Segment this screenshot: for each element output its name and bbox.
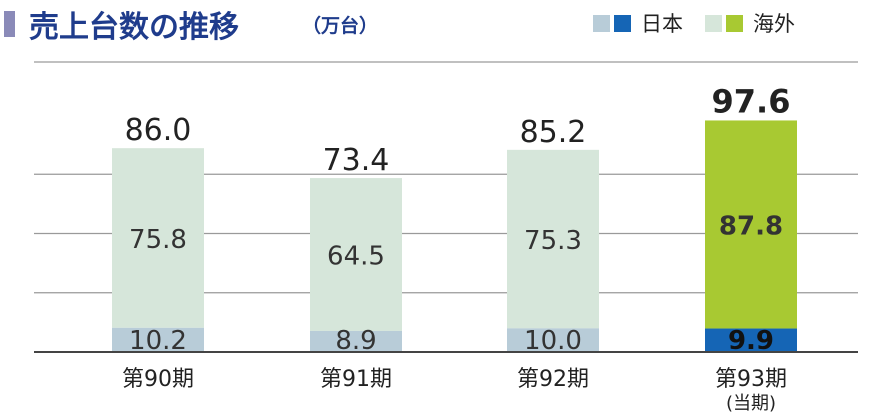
bar-japan [705, 328, 797, 352]
legend-swatch-overseas-current [726, 14, 743, 32]
category-label: 第90期 [122, 367, 194, 392]
title-marker [4, 11, 15, 37]
bar-overseas [705, 120, 797, 329]
legend: 日本 海外 [593, 8, 795, 38]
category-sublabel: (当期) [726, 393, 776, 414]
category-label: 第92期 [517, 367, 589, 392]
category-label: 第91期 [320, 367, 392, 392]
legend-swatch-japan-current [614, 14, 631, 32]
overseas-value-label: 64.5 [327, 241, 385, 271]
bar-overseas [112, 148, 204, 328]
bar-japan [112, 327, 204, 352]
overseas-value-label: 87.8 [719, 211, 783, 241]
legend-label-overseas: 海外 [753, 12, 795, 36]
overseas-value-label: 75.8 [129, 225, 187, 255]
total-value-label: 73.4 [323, 143, 390, 178]
total-value-label: 85.2 [520, 115, 587, 150]
total-value-label: 97.6 [712, 82, 791, 120]
bar-japan [507, 328, 599, 352]
bar-japan [310, 330, 402, 352]
overseas-value-label: 75.3 [524, 226, 582, 256]
bar-overseas [310, 178, 402, 331]
category-label: 第93期 [715, 367, 787, 392]
legend-label-japan: 日本 [641, 12, 683, 36]
legend-swatch-overseas-past [705, 14, 722, 32]
chart-title: 売上台数の推移 [29, 10, 239, 45]
chart-unit: （万台） [302, 15, 379, 37]
bar-overseas [507, 149, 599, 329]
total-value-label: 86.0 [125, 113, 192, 148]
legend-swatch-japan-past [593, 14, 610, 32]
